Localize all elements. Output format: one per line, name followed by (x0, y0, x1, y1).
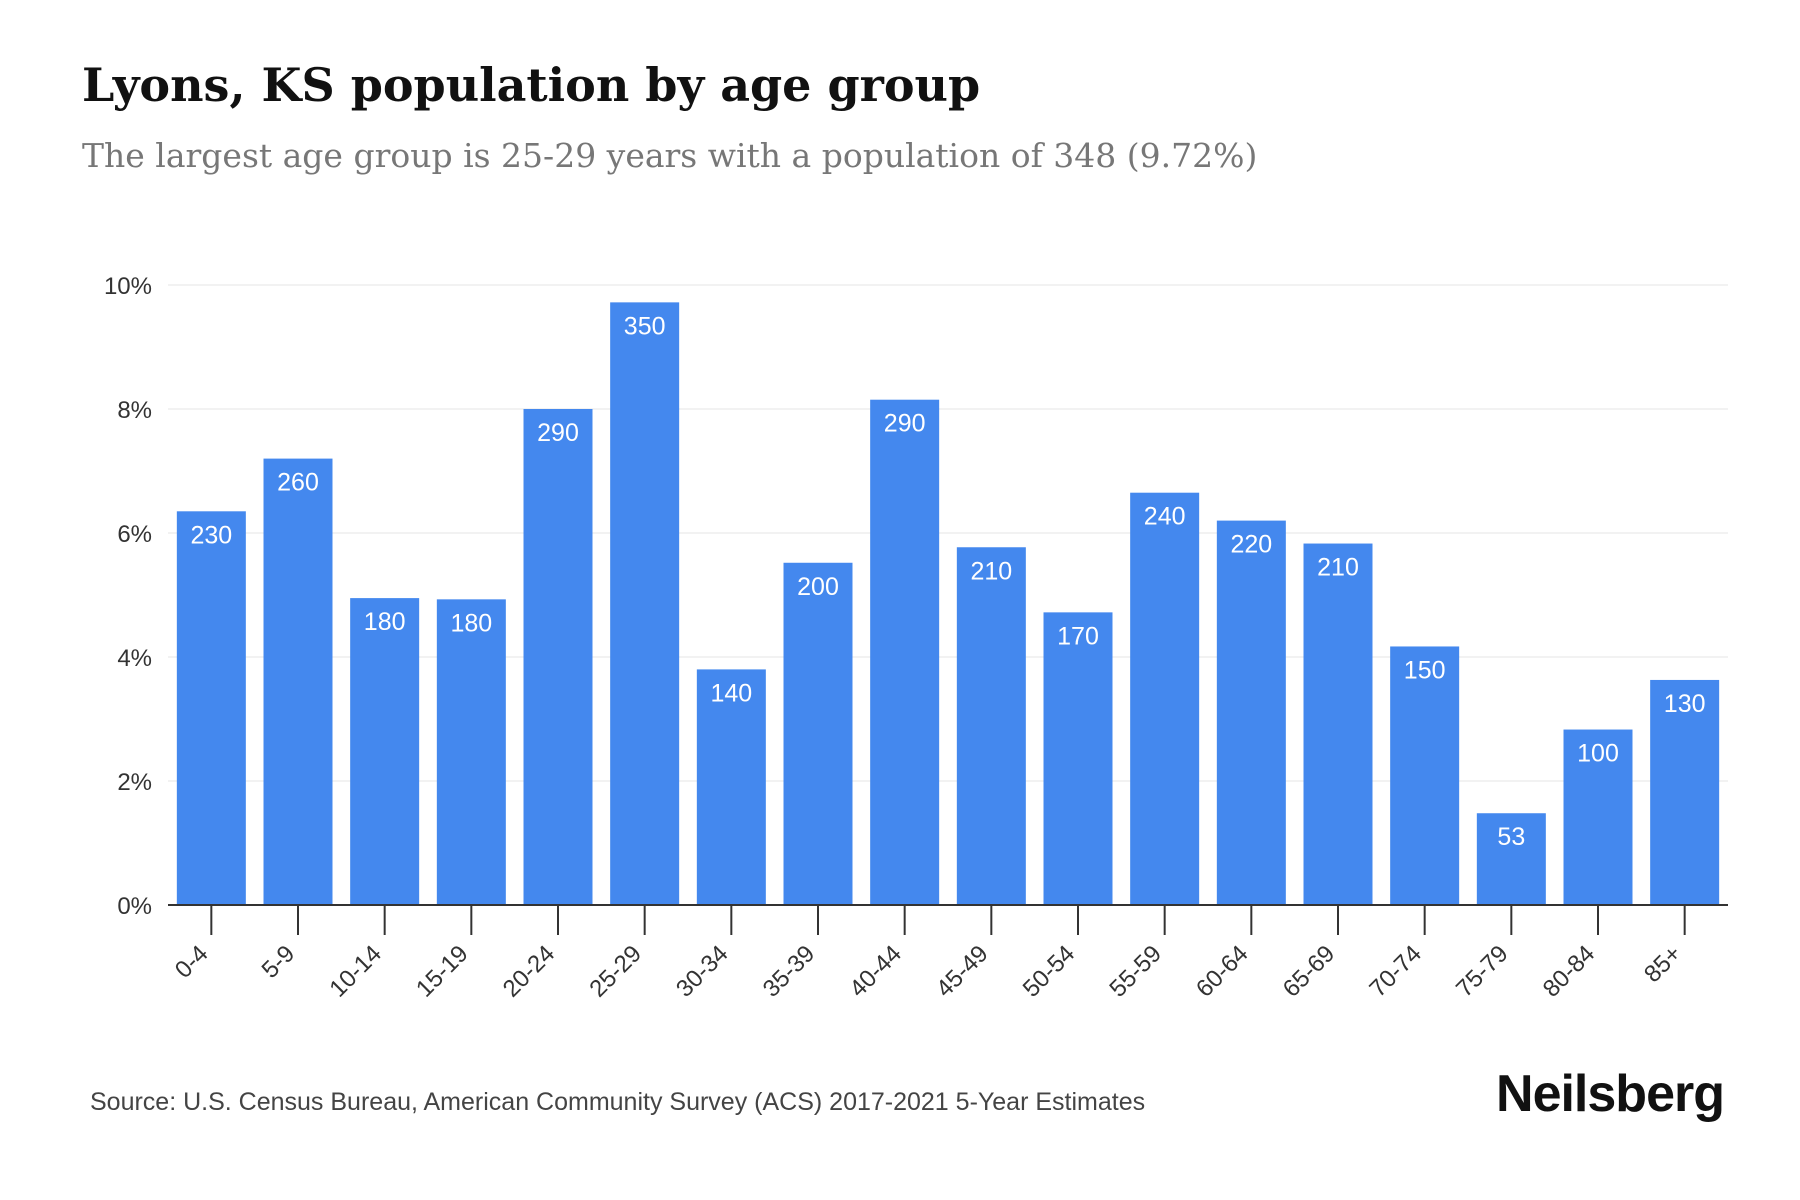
bar (1303, 543, 1373, 905)
bar (176, 511, 246, 905)
y-tick-label: 0% (117, 893, 152, 920)
y-tick-label: 10% (104, 273, 152, 300)
bar (610, 302, 680, 905)
y-tick-label: 8% (117, 397, 152, 424)
bar-value-label: 150 (1404, 656, 1446, 684)
bar (263, 458, 333, 905)
x-tick-label: 20-24 (498, 940, 561, 1003)
bar-value-label: 240 (1144, 503, 1186, 531)
x-tick-label: 40-44 (844, 940, 907, 1003)
bar-value-label: 170 (1057, 622, 1099, 650)
x-tick-label: 60-64 (1191, 940, 1254, 1003)
bar-value-label: 100 (1577, 740, 1619, 768)
bar (783, 562, 853, 905)
bar-value-label: 200 (797, 573, 839, 601)
x-tick-label: 35-39 (758, 940, 821, 1003)
source-note: Source: U.S. Census Bureau, American Com… (90, 1088, 1146, 1116)
chart-subtitle: The largest age group is 25-29 years wit… (82, 136, 1258, 175)
x-tick-label: 85+ (1639, 940, 1687, 988)
x-tick-label: 30-34 (671, 940, 734, 1003)
bar (956, 547, 1026, 905)
bar-value-label: 210 (1317, 554, 1359, 582)
bar-chart: 0% 2% 4% 6% 8% 10% 230 0-4 260 5-9 180 10-14 180 15-1… (104, 273, 1728, 1003)
bar-value-label: 53 (1497, 823, 1525, 851)
bar (1476, 813, 1546, 905)
x-tick-label: 15-19 (411, 940, 474, 1003)
bar (436, 599, 506, 905)
x-tick-label: 75-79 (1451, 940, 1514, 1003)
bar (1390, 646, 1460, 905)
x-tick-label: 50-54 (1018, 940, 1081, 1003)
x-tick-label: 55-59 (1104, 940, 1167, 1003)
x-tick-label: 5-9 (257, 940, 301, 984)
bar (696, 669, 766, 905)
bar-value-label: 290 (537, 419, 579, 447)
x-tick-label: 65-69 (1278, 940, 1341, 1003)
bar-value-label: 130 (1664, 690, 1706, 718)
bar-value-label: 210 (970, 557, 1012, 585)
x-tick-label: 10-14 (324, 940, 387, 1003)
x-tick-label: 70-74 (1364, 940, 1427, 1003)
y-tick-label: 4% (117, 645, 152, 672)
bar (1130, 492, 1200, 905)
bar-value-label: 140 (710, 679, 752, 707)
y-tick-label: 6% (117, 521, 152, 548)
bar (870, 399, 940, 905)
x-tick-label: 25-29 (584, 940, 647, 1003)
bar (1043, 612, 1113, 905)
bar (350, 598, 420, 905)
bar-value-label: 350 (624, 312, 666, 340)
chart-title: Lyons, KS population by age group (82, 58, 981, 112)
bar-value-label: 290 (884, 410, 926, 438)
bar-value-label: 220 (1230, 531, 1272, 559)
bar (1216, 520, 1286, 905)
bar (1563, 729, 1633, 905)
x-tick-label: 80-84 (1538, 940, 1601, 1003)
bar-value-label: 180 (450, 609, 492, 637)
brand-logo: Neilsberg (1496, 1065, 1725, 1123)
bar (523, 409, 593, 905)
bar-value-label: 260 (277, 469, 319, 497)
x-tick-label: 45-49 (931, 940, 994, 1003)
bar (1650, 679, 1720, 905)
bar-value-label: 180 (364, 608, 406, 636)
bar-value-label: 230 (190, 521, 232, 549)
y-tick-label: 2% (117, 769, 152, 796)
x-tick-label: 0-4 (170, 940, 214, 984)
